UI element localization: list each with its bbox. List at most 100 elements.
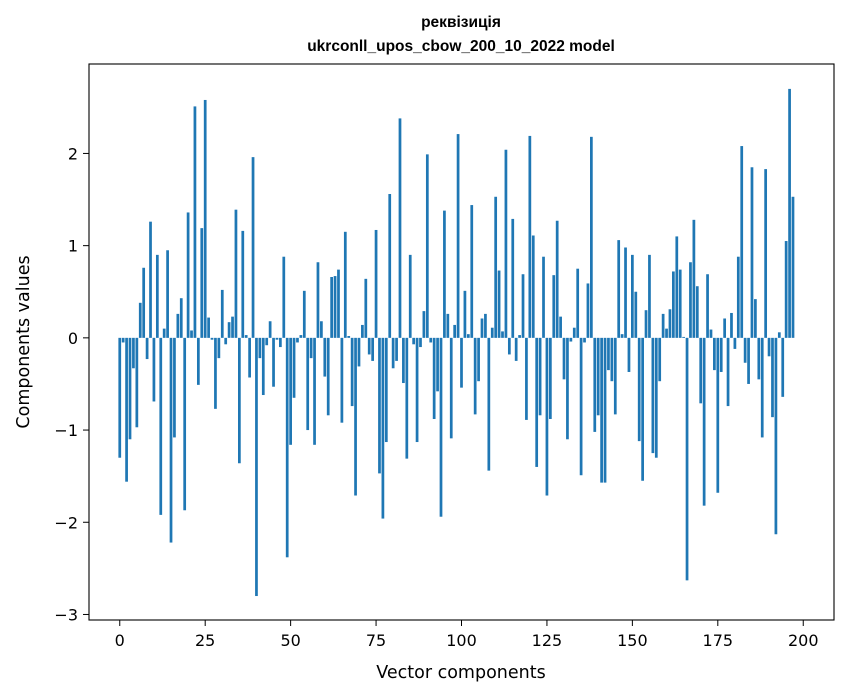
bar xyxy=(367,337,371,355)
bar xyxy=(186,212,190,338)
bar xyxy=(555,220,559,338)
bar xyxy=(340,337,344,423)
bar xyxy=(173,337,176,438)
bar xyxy=(463,290,467,338)
bar xyxy=(429,337,433,343)
bar xyxy=(668,309,672,338)
bar xyxy=(378,337,381,474)
bar xyxy=(777,332,781,338)
bar xyxy=(736,256,740,338)
bar xyxy=(234,209,238,338)
bar xyxy=(719,337,723,372)
bar xyxy=(415,337,419,443)
bar xyxy=(238,337,241,464)
bar xyxy=(241,230,245,338)
bar xyxy=(214,337,217,409)
y-tick-label: −2 xyxy=(54,513,78,532)
bar xyxy=(220,289,224,338)
bar xyxy=(569,337,573,342)
bar xyxy=(268,321,272,338)
bar xyxy=(760,337,764,438)
bar xyxy=(200,228,204,338)
bar xyxy=(152,337,156,402)
bar xyxy=(155,254,159,338)
bar xyxy=(706,274,709,338)
bar xyxy=(279,337,282,348)
bar xyxy=(494,196,498,338)
bar xyxy=(781,337,785,397)
bar xyxy=(398,118,402,338)
bar xyxy=(682,336,685,338)
bar xyxy=(258,337,262,359)
bar xyxy=(326,337,330,416)
bar xyxy=(118,337,122,458)
bar xyxy=(535,337,539,467)
bar xyxy=(145,337,149,360)
bar xyxy=(689,262,692,338)
bar xyxy=(210,337,214,340)
bar xyxy=(730,312,733,338)
bar xyxy=(179,298,183,338)
bar xyxy=(419,337,422,348)
bar xyxy=(384,337,388,443)
bar xyxy=(402,337,405,384)
bar xyxy=(128,337,132,440)
bar xyxy=(374,229,378,338)
y-tick-label: −1 xyxy=(54,421,78,440)
bar xyxy=(292,337,296,398)
bar xyxy=(432,337,436,419)
bar xyxy=(388,194,392,338)
x-tick-label: 125 xyxy=(532,631,563,650)
bar xyxy=(357,337,361,367)
bar xyxy=(484,313,487,338)
y-axis-label: Components values xyxy=(14,255,34,428)
bar xyxy=(169,337,173,543)
bar xyxy=(487,337,491,471)
bar xyxy=(600,337,603,483)
bar xyxy=(658,337,662,382)
bar xyxy=(350,337,354,407)
bar xyxy=(231,316,234,338)
x-tick-label: 100 xyxy=(446,631,477,650)
bar xyxy=(634,291,638,338)
bar xyxy=(531,235,535,338)
bar xyxy=(395,337,398,361)
bar xyxy=(261,337,265,396)
bar xyxy=(391,337,395,369)
bar xyxy=(579,337,583,476)
bar xyxy=(713,337,716,371)
bar xyxy=(313,337,316,445)
bar-series xyxy=(118,88,795,597)
bar xyxy=(149,221,152,338)
bar xyxy=(590,136,593,338)
x-tick-label: 0 xyxy=(115,631,125,650)
bar xyxy=(754,299,757,338)
bar xyxy=(265,337,269,346)
bar xyxy=(244,335,248,338)
bar xyxy=(275,337,279,340)
bar xyxy=(665,328,668,338)
bar xyxy=(364,278,368,338)
bar xyxy=(162,328,166,338)
bar xyxy=(309,337,313,359)
bar xyxy=(610,337,614,382)
bar xyxy=(654,337,658,458)
bar xyxy=(203,99,207,338)
bar xyxy=(320,321,323,338)
bar xyxy=(405,337,409,459)
bar xyxy=(296,337,299,343)
bar xyxy=(412,337,416,345)
bar xyxy=(596,337,600,416)
bar xyxy=(285,337,289,558)
bar xyxy=(497,270,501,338)
y-tick-label: 0 xyxy=(68,329,78,348)
bar xyxy=(552,275,556,338)
chart-subtitle: ukrconll_upos_cbow_200_10_2022 model xyxy=(307,38,615,55)
bar xyxy=(439,337,443,517)
bar xyxy=(217,337,221,359)
bar xyxy=(586,283,590,338)
bar xyxy=(603,337,607,483)
x-axis-label: Vector components xyxy=(376,663,545,683)
x-tick-label: 200 xyxy=(788,631,819,650)
bar xyxy=(449,337,453,439)
